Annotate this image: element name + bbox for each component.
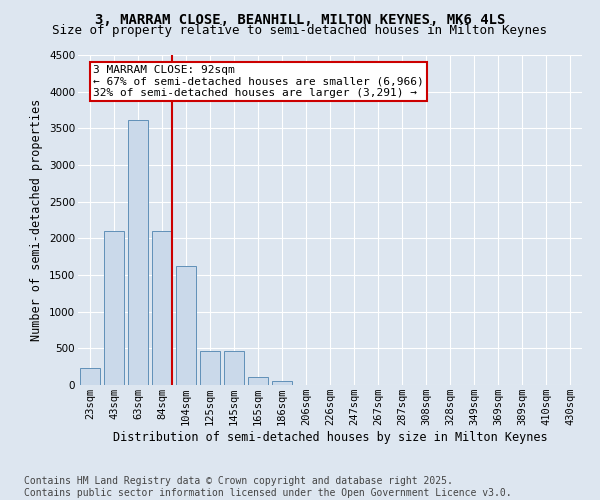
Text: Size of property relative to semi-detached houses in Milton Keynes: Size of property relative to semi-detach… (53, 24, 548, 37)
Bar (152, 231, 172, 385)
Bar (104, 231, 124, 385)
Bar (272, 380, 292, 385)
Bar (176, 266, 196, 385)
Y-axis label: Number of semi-detached properties: Number of semi-detached properties (31, 99, 43, 341)
Bar (128, 120, 148, 385)
Bar (200, 352, 220, 385)
Text: Contains HM Land Registry data © Crown copyright and database right 2025.
Contai: Contains HM Land Registry data © Crown c… (24, 476, 512, 498)
Text: 3, MARRAM CLOSE, BEANHILL, MILTON KEYNES, MK6 4LS: 3, MARRAM CLOSE, BEANHILL, MILTON KEYNES… (95, 12, 505, 26)
X-axis label: Distribution of semi-detached houses by size in Milton Keynes: Distribution of semi-detached houses by … (113, 431, 547, 444)
Bar (224, 352, 244, 385)
Bar (80, 368, 100, 385)
Text: 3 MARRAM CLOSE: 92sqm
← 67% of semi-detached houses are smaller (6,966)
32% of s: 3 MARRAM CLOSE: 92sqm ← 67% of semi-deta… (93, 65, 424, 98)
Bar (248, 377, 268, 385)
